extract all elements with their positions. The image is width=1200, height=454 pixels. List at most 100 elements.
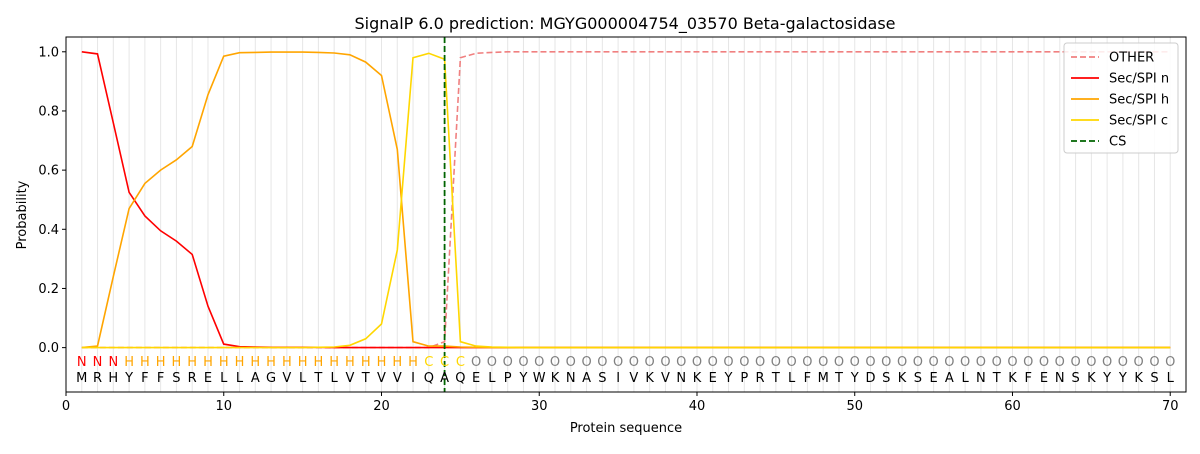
residue-label: D	[865, 371, 875, 386]
residue-label: T	[992, 371, 1001, 386]
region-label: O	[660, 355, 670, 370]
residue-label: S	[1150, 371, 1158, 386]
residue-label: Y	[124, 371, 133, 386]
residue-label: L	[236, 371, 244, 386]
region-label: H	[140, 355, 150, 370]
region-label: H	[392, 355, 402, 370]
residue-label: P	[740, 371, 748, 386]
residue-label: L	[788, 371, 796, 386]
legend: OTHER Sec/SPI n Sec/SPI h Sec/SPI c CS	[1063, 42, 1179, 154]
residue-label: V	[377, 371, 386, 386]
residue-label: L	[488, 371, 496, 386]
region-label: O	[850, 355, 860, 370]
region-label: O	[865, 355, 875, 370]
residue-label: K	[1087, 371, 1096, 386]
residue-label: W	[533, 371, 546, 386]
residue-label: A	[251, 371, 260, 386]
region-label: H	[219, 355, 229, 370]
residue-label: R	[93, 371, 102, 386]
region-label: O	[834, 355, 844, 370]
residue-label: K	[645, 371, 654, 386]
region-label: O	[471, 355, 481, 370]
region-label: O	[1023, 355, 1033, 370]
region-label: O	[1070, 355, 1080, 370]
residue-label: L	[299, 371, 307, 386]
residue-label: S	[172, 371, 180, 386]
residue-label: K	[551, 371, 560, 386]
residue-label: V	[282, 371, 291, 386]
residue-label: Q	[424, 371, 434, 386]
legend-box	[1063, 42, 1179, 154]
region-label: H	[250, 355, 260, 370]
legend-label: CS	[1109, 135, 1126, 150]
x-ticks: 0 10 20 30 40 50 60 70	[62, 392, 1179, 414]
residue-label: N	[1055, 371, 1065, 386]
sequence-layer: NMNRNHHYHFHFHSHRHEHLHLHAHGHVHLHTHLHVHTHV…	[76, 355, 1175, 386]
region-label: N	[108, 355, 118, 370]
region-label: H	[361, 355, 371, 370]
residue-label: H	[108, 371, 118, 386]
region-label: H	[377, 355, 387, 370]
series-line-sec-spi-c	[81, 52, 1171, 349]
x-tick-label: 70	[1162, 399, 1179, 414]
x-tick-label: 30	[531, 399, 548, 414]
region-label: O	[771, 355, 781, 370]
y-tick-label: 0.6	[38, 164, 59, 179]
y-axis-label: Probability	[15, 180, 30, 249]
legend-label: Sec/SPI c	[1109, 114, 1168, 129]
residue-label: I	[411, 371, 415, 386]
residue-label: A	[582, 371, 591, 386]
x-axis-label: Protein sequence	[570, 421, 682, 436]
region-label: O	[723, 355, 733, 370]
residue-label: P	[504, 371, 512, 386]
region-label: O	[976, 355, 986, 370]
region-label: O	[487, 355, 497, 370]
region-label: O	[818, 355, 828, 370]
residue-label: E	[472, 371, 480, 386]
region-label: O	[1039, 355, 1049, 370]
region-label: H	[266, 355, 276, 370]
region-label: H	[345, 355, 355, 370]
region-label: H	[156, 355, 166, 370]
residue-label: M	[818, 371, 829, 386]
region-label: O	[944, 355, 954, 370]
legend-items: OTHER Sec/SPI n Sec/SPI h Sec/SPI c CS	[1071, 51, 1169, 150]
region-label: O	[1102, 355, 1112, 370]
region-label: O	[802, 355, 812, 370]
region-label: N	[93, 355, 103, 370]
region-label: H	[124, 355, 134, 370]
x-tick-label: 60	[1004, 399, 1021, 414]
region-label: H	[282, 355, 292, 370]
region-label: O	[1134, 355, 1144, 370]
residue-label: E	[929, 371, 937, 386]
y-tick-label: 1.0	[38, 45, 59, 60]
residue-label: V	[661, 371, 670, 386]
residue-label: Y	[850, 371, 859, 386]
region-label: O	[1149, 355, 1159, 370]
series-line-other	[81, 50, 1171, 349]
residue-label: E	[1040, 371, 1048, 386]
region-label: H	[187, 355, 197, 370]
x-tick-label: 40	[689, 399, 706, 414]
residue-label: T	[771, 371, 780, 386]
region-label: C	[456, 355, 465, 370]
region-label: H	[329, 355, 339, 370]
region-label: C	[424, 355, 433, 370]
region-label: O	[992, 355, 1002, 370]
legend-label: Sec/SPI n	[1109, 72, 1169, 87]
region-label: H	[298, 355, 308, 370]
residue-label: L	[1167, 371, 1175, 386]
region-label: O	[755, 355, 765, 370]
region-label: H	[172, 355, 182, 370]
region-label: O	[928, 355, 938, 370]
residue-label: N	[676, 371, 686, 386]
x-tick-label: 0	[62, 399, 70, 414]
residue-label: K	[898, 371, 907, 386]
region-label: O	[597, 355, 607, 370]
series-layer	[81, 37, 1171, 392]
region-label: O	[1086, 355, 1096, 370]
series-line-sec-spi-h	[81, 51, 1171, 349]
region-label: N	[77, 355, 87, 370]
region-label: O	[534, 355, 544, 370]
